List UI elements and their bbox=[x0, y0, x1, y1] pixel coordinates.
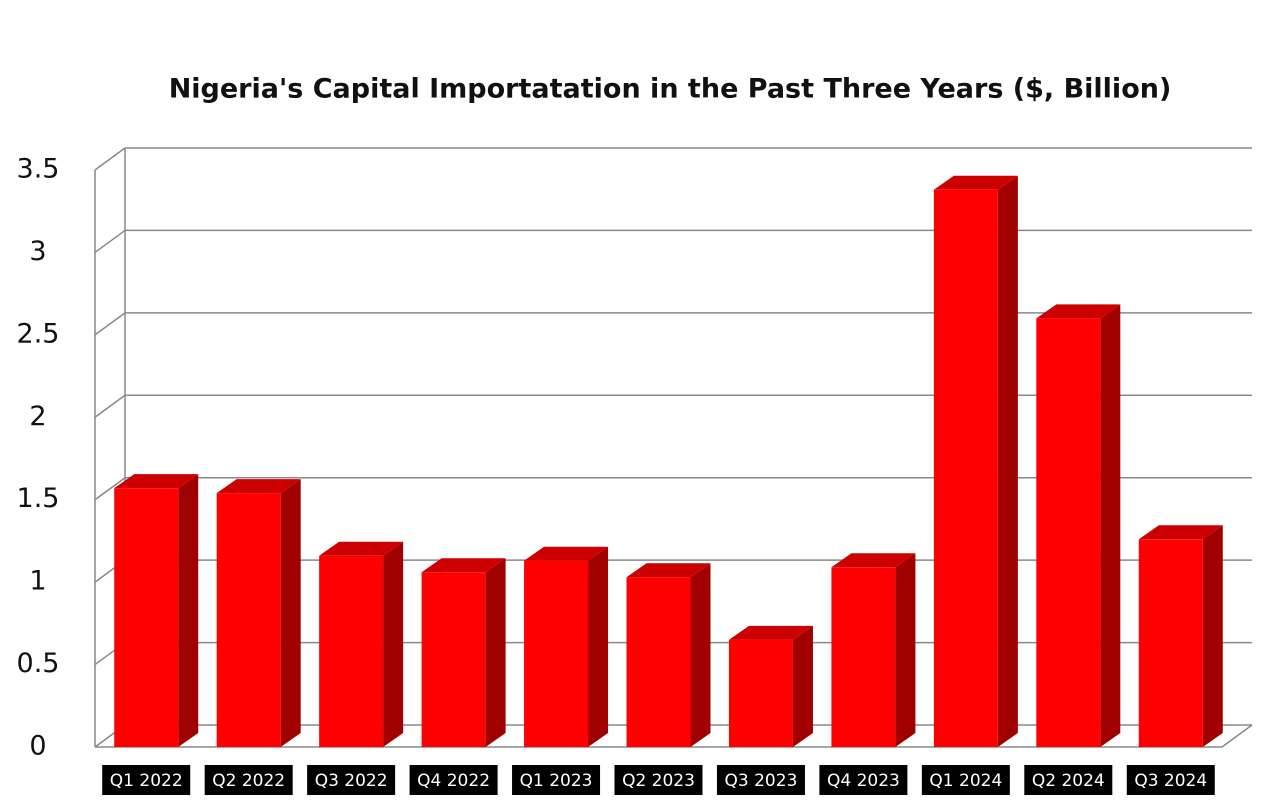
bar-front bbox=[933, 189, 998, 748]
y-tick-label: 3 bbox=[29, 236, 46, 267]
bar-side bbox=[588, 546, 609, 747]
bar-top bbox=[1138, 525, 1223, 540]
bar-top bbox=[524, 546, 609, 561]
x-tick-box bbox=[307, 765, 396, 795]
x-tick-label: Q3 2022 bbox=[315, 771, 388, 791]
x-tick-label: Q3 2023 bbox=[725, 771, 798, 791]
bar-side bbox=[792, 625, 813, 747]
bar bbox=[831, 553, 916, 747]
bar-front bbox=[524, 560, 589, 747]
grid-line bbox=[94, 147, 126, 171]
x-tick-label: Q4 2022 bbox=[417, 771, 490, 791]
bar-side bbox=[1202, 525, 1223, 747]
bar-side bbox=[280, 479, 301, 747]
x-tick-box bbox=[921, 765, 1010, 795]
bar-top bbox=[421, 558, 506, 573]
bar-side bbox=[485, 558, 506, 747]
bar bbox=[933, 175, 1018, 748]
bar-front bbox=[626, 577, 691, 747]
bar bbox=[728, 625, 813, 747]
x-tick-label: Q2 2024 bbox=[1032, 771, 1105, 791]
x-tick-label: Q4 2023 bbox=[827, 771, 900, 791]
bar-top bbox=[933, 175, 1018, 190]
x-tick-label: Q1 2024 bbox=[929, 771, 1002, 791]
x-tick-box bbox=[409, 765, 498, 795]
x-tick-label: Q1 2022 bbox=[110, 771, 183, 791]
bar bbox=[216, 479, 301, 747]
bar-top bbox=[1036, 304, 1121, 319]
x-tick-label: Q1 2023 bbox=[520, 771, 593, 791]
bar bbox=[1036, 304, 1121, 747]
bar-side bbox=[895, 553, 916, 747]
bar bbox=[524, 546, 609, 747]
bar-top bbox=[114, 474, 199, 489]
x-tick-box bbox=[512, 765, 601, 795]
bar bbox=[421, 558, 506, 747]
y-tick-label: 2 bbox=[29, 401, 46, 432]
y-tick-label: 0 bbox=[29, 731, 46, 762]
bar-top bbox=[319, 541, 404, 556]
bar-side bbox=[997, 175, 1018, 748]
chart-title: Nigeria's Capital Importatation in the P… bbox=[169, 74, 1172, 105]
bar-top bbox=[831, 553, 916, 568]
x-tick-label: Q2 2022 bbox=[212, 771, 285, 791]
bar bbox=[114, 474, 199, 747]
grid-line bbox=[94, 394, 126, 418]
bar-front bbox=[728, 639, 793, 747]
bar-front bbox=[319, 555, 384, 747]
x-tick-box bbox=[102, 765, 191, 795]
x-tick-box bbox=[819, 765, 908, 795]
bar-top bbox=[728, 625, 813, 640]
x-tick-box bbox=[204, 765, 293, 795]
x-tick-box bbox=[1024, 765, 1113, 795]
bar-top bbox=[626, 563, 711, 578]
bar-side bbox=[178, 474, 199, 747]
bar bbox=[626, 563, 711, 747]
bar-side bbox=[1100, 304, 1121, 747]
bar-side bbox=[690, 563, 711, 747]
grid-line bbox=[94, 312, 126, 336]
grid-line bbox=[94, 477, 126, 501]
floor-edge bbox=[1221, 724, 1253, 748]
bar-front bbox=[831, 567, 896, 747]
bar-front bbox=[421, 572, 486, 747]
bar-top bbox=[216, 479, 301, 494]
x-tick-box bbox=[614, 765, 703, 795]
x-tick-box bbox=[716, 765, 805, 795]
x-tick-label: Q2 2023 bbox=[622, 771, 695, 791]
bar-front bbox=[1138, 539, 1203, 747]
bar-front bbox=[1036, 318, 1101, 747]
bar-side bbox=[383, 541, 404, 747]
y-tick-label: 2.5 bbox=[17, 318, 60, 349]
bar bbox=[1138, 525, 1223, 747]
bar bbox=[319, 541, 404, 747]
y-tick-label: 3.5 bbox=[17, 154, 60, 185]
y-tick-label: 1.5 bbox=[17, 483, 60, 514]
y-tick-label: 0.5 bbox=[17, 648, 60, 679]
bar-front bbox=[216, 493, 281, 747]
x-tick-box bbox=[1126, 765, 1215, 795]
grid-line bbox=[94, 229, 126, 254]
bar-front bbox=[114, 488, 179, 747]
x-tick-label: Q3 2024 bbox=[1134, 771, 1207, 791]
y-tick-label: 1 bbox=[29, 566, 46, 597]
